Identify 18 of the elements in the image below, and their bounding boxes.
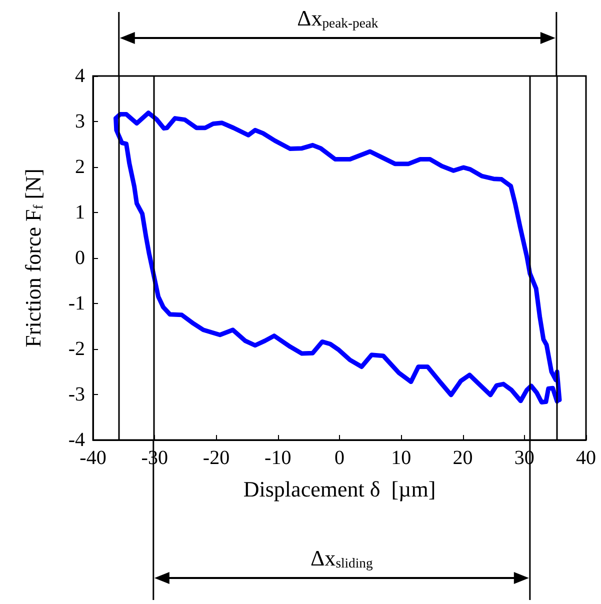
y-tick-label: 4 [75, 65, 85, 87]
x-tick-label: -10 [264, 447, 292, 469]
x-tick-label: 10 [391, 447, 412, 469]
x-axis-title: Displacement δ [µm] [243, 476, 436, 502]
y-tick-label: 2 [75, 156, 85, 178]
y-tick-label: -2 [68, 338, 85, 360]
x-tick-label: 40 [576, 447, 596, 469]
text: Δxsliding [310, 546, 373, 571]
x-tick-label: -20 [202, 447, 230, 469]
y-tick-label: 0 [75, 247, 85, 269]
x-tick-label: 20 [452, 447, 473, 469]
x-tick-label: 0 [334, 447, 344, 469]
y-tick-label: 3 [75, 110, 85, 132]
y-tick-label: 1 [75, 202, 85, 224]
y-tick-label: -3 [68, 384, 85, 406]
y-tick-label: -1 [68, 292, 85, 314]
y-axis-title: Friction force Ff [N] [20, 168, 46, 348]
text: Δxpeak-peak [297, 6, 378, 31]
